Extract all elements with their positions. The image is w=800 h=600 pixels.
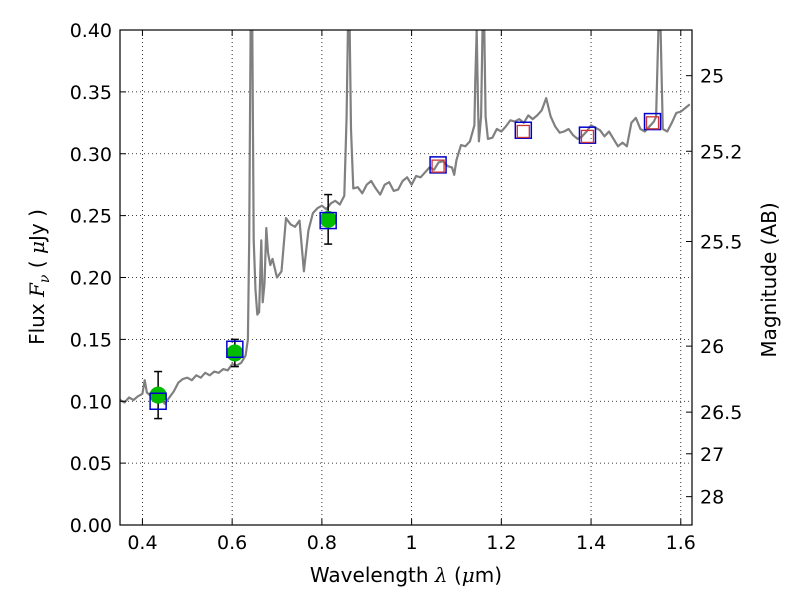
x-tick-label: 0.8: [307, 532, 337, 554]
upper-limit-marker: [431, 159, 445, 173]
x-tick-label: 1.6: [666, 532, 696, 554]
observed-photometry-point: [226, 344, 244, 362]
y2-tick-label: 25.5: [700, 231, 742, 253]
upper-limit-marker: [645, 116, 660, 130]
y-tick-label: 0.10: [70, 391, 112, 413]
y2-tick-label: 26: [700, 336, 724, 358]
model-photometry-marker: [226, 340, 244, 359]
observed-photometry-point: [149, 386, 167, 404]
y-tick-label: 0.40: [70, 20, 112, 42]
model-photometry-marker: [429, 156, 447, 174]
y2-tick-label: 25: [700, 66, 724, 88]
x-axis-label: Wavelength λ (μm): [310, 563, 502, 587]
y-tick-label: 0.20: [70, 268, 112, 290]
y-tick-label: 0.30: [70, 144, 112, 166]
observed-photometry-point: [319, 210, 337, 228]
model-photometry-marker: [149, 392, 167, 410]
y2-axis-label: Magnitude (AB): [757, 202, 781, 357]
x-tick-label: 0.4: [127, 532, 157, 554]
markers-group: [149, 112, 662, 420]
y-tick-label: 0.25: [70, 206, 112, 228]
model-photometry-marker: [578, 126, 597, 144]
plot-background: [120, 30, 692, 525]
model-photometry-marker: [319, 211, 337, 230]
upper-limit-marker: [580, 129, 595, 144]
y2-tick-label: 27: [700, 444, 724, 466]
y-axis-label: Flux Fν ( μJy ): [25, 209, 53, 345]
y-tick-label: 0.35: [70, 82, 112, 104]
model-photometry-marker: [514, 121, 533, 139]
model-photometry-marker: [643, 112, 662, 131]
y2-tick-label: 26.5: [700, 402, 742, 424]
x-tick-label: 1: [406, 532, 418, 554]
x-tick-label: 1.2: [486, 532, 516, 554]
upper-limit-marker: [516, 124, 530, 139]
y-tick-label: 0.00: [70, 515, 112, 537]
x-tick-label: 0.6: [217, 532, 247, 554]
y-tick-label: 0.15: [70, 329, 112, 351]
y2-tick-label: 28: [700, 487, 724, 509]
ticks-group: 0.4 0.6 0.8 1 1.2 1.4 1.6 0.00 0.05 0.10 0.15 0.20 0…: [70, 20, 743, 554]
y-tick-label: 0.05: [70, 453, 112, 475]
y2-tick-label: 25.2: [700, 141, 742, 163]
x-tick-label: 1.4: [576, 532, 606, 554]
